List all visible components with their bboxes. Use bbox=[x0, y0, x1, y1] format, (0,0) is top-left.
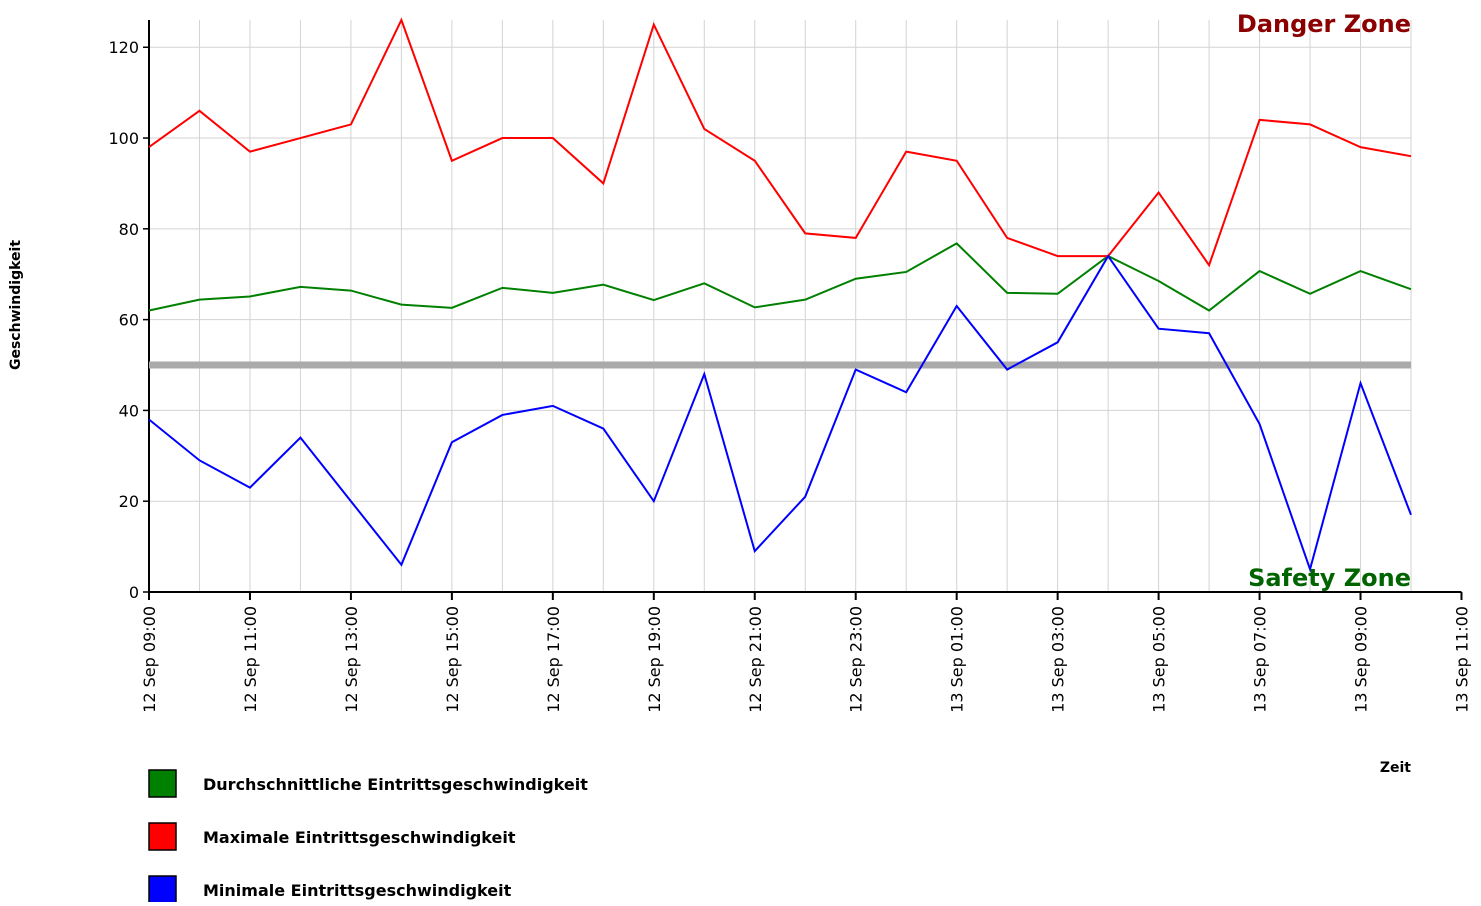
legend-swatch bbox=[148, 875, 177, 904]
x-tick-label: 12 Sep 19:00 bbox=[645, 606, 664, 713]
x-tick-label: 13 Sep 05:00 bbox=[1150, 606, 1169, 713]
danger-zone-label: Danger Zone bbox=[1237, 10, 1411, 38]
y-tick-label: 80 bbox=[119, 220, 139, 239]
x-tick-label: 13 Sep 11:00 bbox=[1452, 606, 1471, 713]
y-axis-label: Geschwindigkeit bbox=[8, 240, 24, 370]
x-tick-label: 13 Sep 01:00 bbox=[948, 606, 967, 713]
x-tick-label: 13 Sep 09:00 bbox=[1352, 606, 1371, 713]
legend-label: Durchschnittliche Eintrittsgeschwindigke… bbox=[203, 775, 588, 794]
legend-swatch bbox=[148, 822, 177, 851]
x-axis-label: Zeit bbox=[1380, 760, 1411, 776]
legend-swatch bbox=[148, 769, 177, 798]
y-tick-label: 100 bbox=[108, 129, 139, 148]
legend-label: Minimale Eintrittsgeschwindigkeit bbox=[203, 881, 512, 900]
y-tick-label: 0 bbox=[129, 583, 139, 602]
x-tick-label: 13 Sep 03:00 bbox=[1049, 606, 1068, 713]
series-line bbox=[148, 242, 1412, 312]
series-line bbox=[148, 254, 1412, 573]
y-tick-label: 60 bbox=[119, 311, 139, 330]
x-tick-label: 13 Sep 07:00 bbox=[1251, 606, 1270, 713]
x-tick-label: 12 Sep 23:00 bbox=[847, 606, 866, 713]
safety-zone-label: Safety Zone bbox=[1248, 564, 1411, 592]
x-tick-label: 12 Sep 21:00 bbox=[746, 606, 765, 713]
x-tick-label: 12 Sep 15:00 bbox=[443, 606, 462, 713]
x-tick-label: 12 Sep 13:00 bbox=[342, 606, 361, 713]
y-tick-label: 120 bbox=[108, 38, 139, 57]
x-tick-label: 12 Sep 11:00 bbox=[241, 606, 260, 713]
x-tick-label: 12 Sep 17:00 bbox=[544, 606, 563, 713]
y-tick-label: 40 bbox=[119, 401, 139, 420]
y-tick-label: 20 bbox=[119, 492, 139, 511]
x-tick-label: 12 Sep 09:00 bbox=[140, 606, 159, 713]
legend-label: Maximale Eintrittsgeschwindigkeit bbox=[203, 828, 516, 847]
series-line bbox=[148, 17, 1412, 268]
